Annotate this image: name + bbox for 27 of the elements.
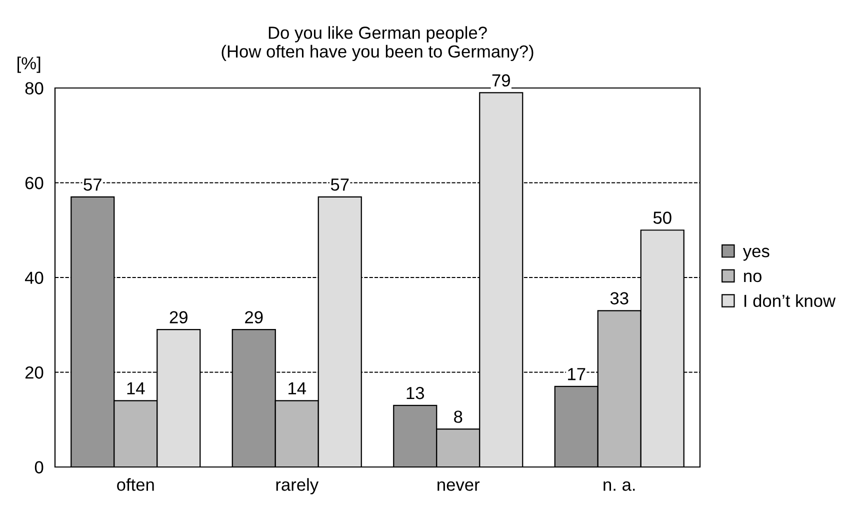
data-label: 8	[454, 410, 462, 423]
x-tick-label: n. a.	[604, 481, 635, 491]
data-label: 13	[406, 386, 424, 400]
data-label: 29	[170, 311, 188, 324]
chart-title: Do you like German people?	[268, 26, 487, 42]
y-tick-label: 20	[25, 366, 44, 379]
x-tick-label: rarely	[276, 478, 319, 494]
data-label: 17	[568, 368, 586, 380]
legend-label: no	[744, 272, 762, 282]
legend-label: yes	[742, 248, 770, 261]
data-label: 79	[492, 74, 510, 87]
data-label: 50	[653, 212, 672, 224]
data-label: 57	[84, 178, 102, 191]
y-tick-label: 40	[24, 272, 44, 284]
x-tick-label: never	[438, 481, 480, 491]
y-axis-title: [%]	[18, 56, 40, 73]
x-tick-label: often	[117, 478, 154, 491]
data-label: 33	[610, 292, 628, 304]
y-tick-label: 60	[25, 176, 44, 190]
data-label: 57	[330, 178, 349, 191]
data-label: 14	[288, 382, 306, 394]
data-label: 14	[127, 382, 145, 394]
data-label: 29	[245, 311, 263, 324]
legend-label: I don’t know	[744, 294, 836, 308]
y-tick-label: 80	[25, 82, 44, 94]
chart-subtitle: (How often have you been to Germany?)	[222, 44, 534, 62]
y-tick-label: 0	[34, 461, 44, 474]
